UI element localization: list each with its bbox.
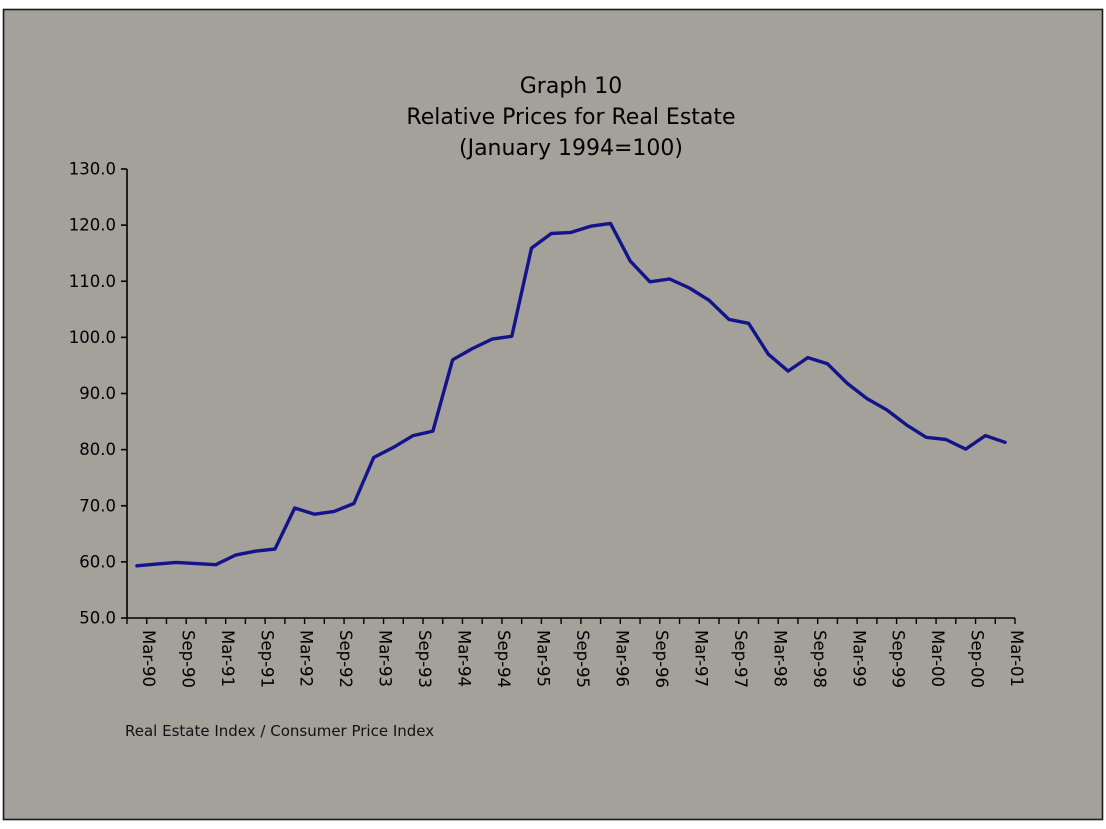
chart-title-line2: Relative Prices for Real Estate: [406, 105, 736, 130]
chart-footnote: Real Estate Index / Consumer Price Index: [125, 722, 435, 740]
y-tick-label: 120.0: [69, 216, 116, 235]
x-tick-label: Mar-90: [139, 630, 158, 687]
x-tick-label: Mar-96: [612, 630, 631, 687]
x-tick-label: Sep-96: [652, 630, 671, 688]
chart-title-line3: (January 1994=100): [459, 136, 683, 161]
y-tick-label: 130.0: [69, 160, 116, 179]
y-tick-label: 60.0: [79, 552, 116, 571]
x-tick-label: Mar-00: [928, 630, 947, 687]
x-tick-label: Sep-98: [810, 630, 829, 688]
frame-border: [2, 8, 1104, 821]
x-tick-label: Sep-97: [731, 630, 750, 688]
x-tick-label: Sep-91: [257, 630, 276, 688]
x-tick-label: Sep-92: [336, 630, 355, 688]
x-tick-label: Sep-00: [968, 630, 987, 688]
y-tick-label: 80.0: [79, 440, 116, 459]
x-tick-label: Sep-93: [415, 630, 434, 688]
x-tick-label: Mar-98: [770, 630, 789, 687]
y-tick-label: 70.0: [79, 496, 116, 515]
x-tick-label: Mar-99: [849, 630, 868, 687]
paper-noise: [3, 9, 1103, 820]
data-line-real-estate-index: [135, 221, 1007, 568]
x-tick-label: Mar-91: [218, 630, 237, 687]
x-tick-label: Mar-95: [534, 630, 553, 687]
y-tick-label: 50.0: [79, 609, 116, 628]
x-tick-label: Sep-95: [573, 630, 592, 688]
x-tick-label: Mar-94: [455, 630, 474, 687]
x-tick-label: Mar-92: [297, 630, 316, 687]
y-tick-label: 100.0: [69, 328, 116, 347]
chart-title-line1: Graph 10: [519, 74, 623, 99]
chart-title-block: Graph 10 Relative Prices for Real Estate…: [321, 71, 821, 164]
x-tick-label: Sep-94: [494, 630, 513, 688]
x-tick-label: Mar-93: [376, 630, 395, 687]
y-tick-label: 90.0: [79, 384, 116, 403]
y-tick-label: 110.0: [69, 272, 116, 291]
x-tick-label: Sep-90: [178, 630, 197, 688]
x-tick-label: Mar-97: [691, 630, 710, 687]
x-tick-label: Mar-01: [1007, 630, 1026, 687]
x-tick-label: Sep-99: [889, 630, 908, 688]
